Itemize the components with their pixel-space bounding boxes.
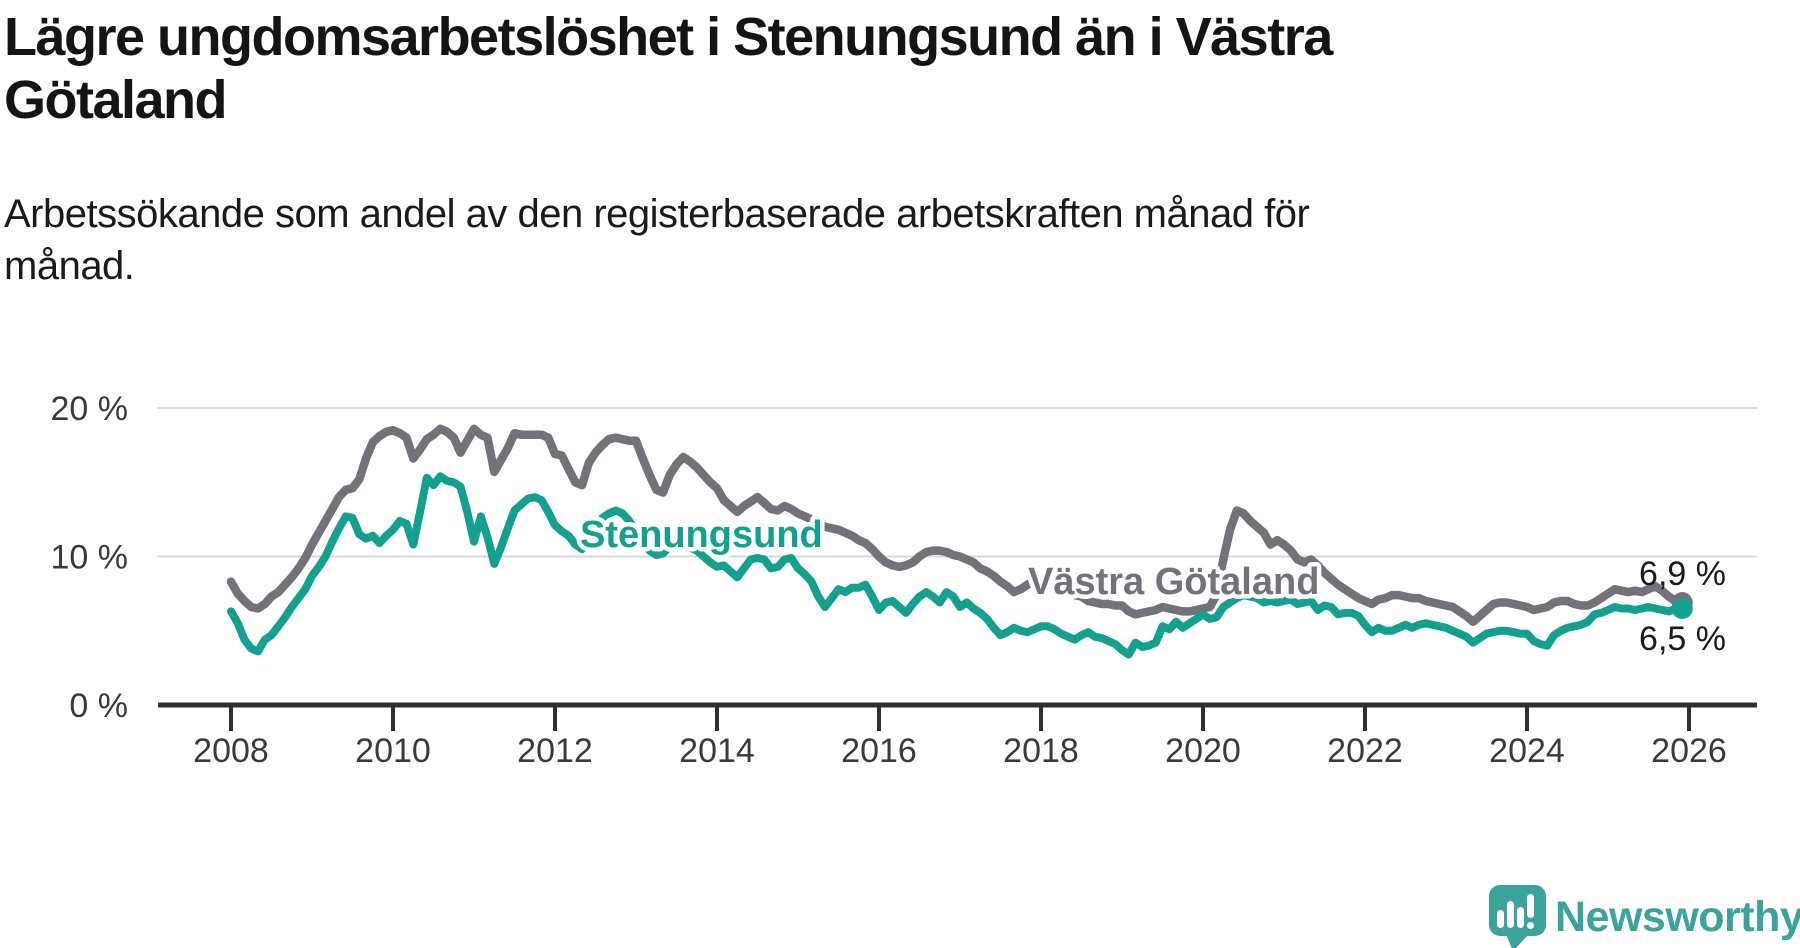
x-tick-label-2012: 2012 [517, 732, 593, 770]
newsworthy-speech-bubble-bar-chart-icon [1489, 885, 1546, 948]
newsworthy-logo: Newsworthy [1489, 885, 1800, 948]
x-tick-label-2026: 2026 [1651, 732, 1727, 770]
y-tick-label-0: 0 % [69, 687, 128, 725]
series-line-stenungsund [227, 472, 1687, 659]
subtitle-line-2: månad. [4, 244, 135, 288]
series-label-stenungsund: Stenungsund [580, 514, 823, 556]
y-tick-label-10: 10 % [51, 539, 129, 577]
series-lines [226, 424, 1687, 659]
x-axis-ticks [229, 707, 1691, 731]
y-tick-label-20: 20 % [51, 390, 129, 428]
end-value-label-vastra-gotaland: 6,9 % [1639, 555, 1726, 593]
x-tick-label-2020: 2020 [1165, 732, 1241, 770]
series-line-v-stra-g-taland [226, 424, 1687, 627]
series-label-vastra-gotaland: Västra Götaland [1028, 561, 1319, 603]
x-tick-label-2024: 2024 [1489, 732, 1565, 770]
chart-subtitle: Arbetssökande som andel av den registerb… [4, 188, 1704, 292]
x-tick-label-2008: 2008 [193, 732, 269, 770]
x-tick-label-2022: 2022 [1327, 732, 1403, 770]
page-title: Lägre ungdomsarbetslöshet i Stenungsund … [4, 6, 1744, 132]
x-axis-labels: 2008 2010 2012 2014 2016 2018 2020 2022 2024 2026 [193, 732, 1727, 770]
series-end-dots [1671, 592, 1693, 619]
title-line-1: Lägre ungdomsarbetslöshet i Stenungsund … [4, 7, 1333, 67]
subtitle-line-1: Arbetssökande som andel av den registerb… [4, 192, 1310, 236]
y-axis-labels: 0 % 10 % 20 % [51, 390, 129, 725]
x-tick-label-2014: 2014 [679, 732, 755, 770]
title-line-2: Götaland [4, 70, 228, 131]
end-value-label-stenungsund: 6,5 % [1639, 620, 1726, 658]
x-tick-label-2016: 2016 [841, 732, 917, 770]
x-tick-label-2010: 2010 [355, 732, 431, 770]
end-dot-stenungsund [1671, 597, 1693, 619]
newsworthy-logo-text: Newsworthy [1555, 893, 1800, 941]
x-tick-label-2018: 2018 [1003, 732, 1079, 770]
